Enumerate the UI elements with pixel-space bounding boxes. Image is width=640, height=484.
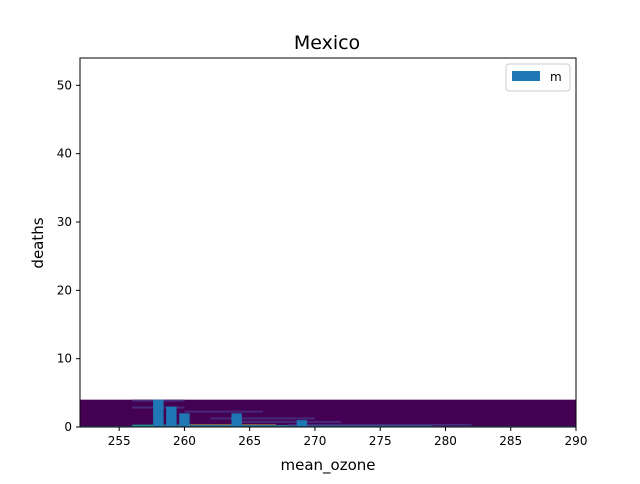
heatmap-cell (158, 424, 433, 427)
y-axis: 0 10 20 30 40 50 (57, 78, 80, 434)
x-axis-label: mean_ozone (280, 456, 375, 475)
legend-swatch-m (512, 71, 540, 81)
y-tick-label: 10 (57, 352, 72, 366)
x-tick-label: 290 (565, 434, 588, 448)
y-tick-label: 0 (64, 420, 72, 434)
y-tick-label: 40 (57, 147, 72, 161)
y-tick-label: 30 (57, 215, 72, 229)
plot-area (80, 399, 576, 427)
chart-title: Mexico (294, 32, 360, 54)
y-tick-label: 20 (57, 283, 72, 297)
x-tick-label: 260 (173, 434, 196, 448)
heatmap-cell (236, 420, 342, 423)
plot-frame (79, 57, 577, 428)
heatmap-cell (288, 423, 472, 426)
x-tick-label: 275 (369, 434, 392, 448)
bar (166, 406, 177, 427)
x-tick-label: 265 (238, 434, 261, 448)
x-tick-label: 285 (499, 434, 522, 448)
heatmap-cell (184, 410, 263, 413)
x-axis: 255 260 265 270 275 280 285 290 (108, 427, 588, 448)
bar (153, 399, 164, 427)
heatmap-cell (210, 417, 315, 420)
y-axis-label: deaths (29, 217, 47, 268)
bar (179, 413, 190, 427)
x-tick-label: 280 (434, 434, 457, 448)
x-tick-label: 255 (108, 434, 131, 448)
legend: m (505, 63, 571, 92)
legend-label-m: m (550, 70, 562, 84)
bar (296, 420, 308, 427)
bar (231, 413, 242, 427)
x-tick-label: 270 (303, 434, 326, 448)
y-tick-label: 50 (57, 78, 72, 92)
